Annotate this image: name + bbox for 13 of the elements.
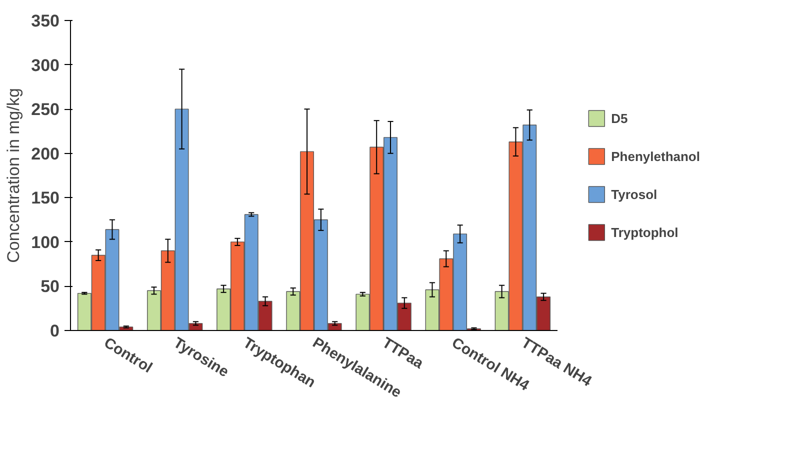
y-tick-label: 200 <box>31 144 60 164</box>
legend-label: Tyrosol <box>611 186 658 202</box>
y-tick-label: 50 <box>40 277 60 296</box>
y-tick-label: 100 <box>31 232 60 252</box>
y-tick-label: 350 <box>31 12 60 30</box>
legend-label: D5 <box>611 110 629 126</box>
y-tick-label: 250 <box>31 100 60 120</box>
y-tick-label: 300 <box>31 56 60 75</box>
y-tick-label: 0 <box>50 322 60 340</box>
y-axis-title: Concentration in mg/kg <box>4 88 24 263</box>
legend-label: Phenylethanol <box>611 148 700 164</box>
y-tick-label: 150 <box>31 188 60 208</box>
legend-label: Tryptophol <box>611 224 678 240</box>
